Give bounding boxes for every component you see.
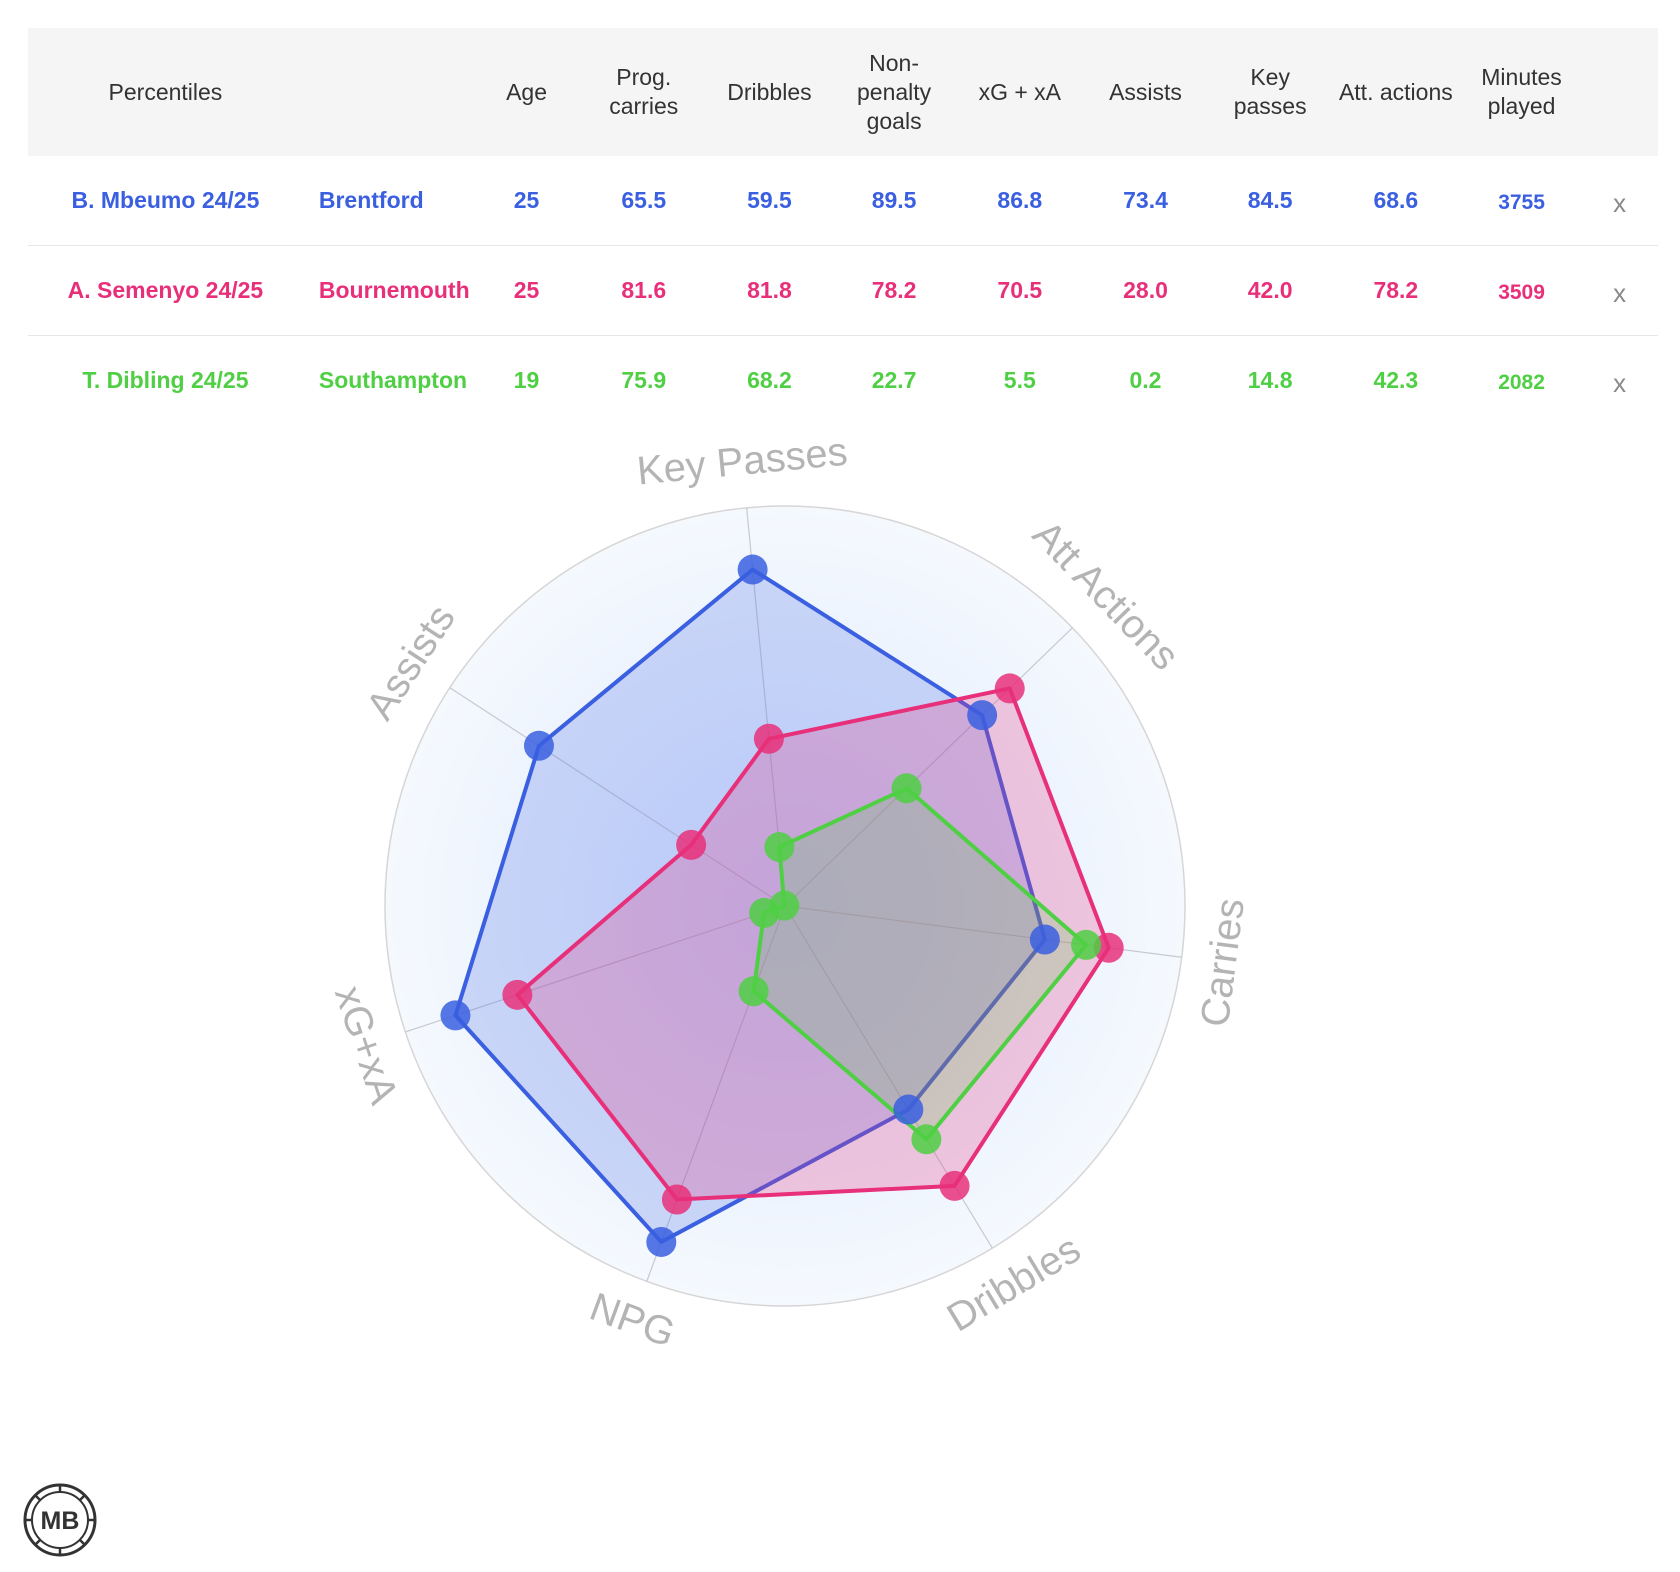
table-row: T. Dibling 24/25 Southampton 19 75.9 68.… (28, 336, 1658, 426)
radar-point[interactable] (994, 673, 1025, 704)
radar-point[interactable] (911, 1124, 942, 1155)
player-age: 25 (513, 187, 540, 213)
radar-point[interactable] (523, 730, 554, 761)
radar-point[interactable] (893, 1094, 924, 1125)
header-key-passes[interactable]: Key passes (1233, 64, 1307, 119)
att-actions-value: 68.6 (1373, 187, 1419, 213)
header-percentiles: Percentiles (108, 78, 223, 105)
dribbles-value: 68.2 (747, 367, 792, 393)
header-dribbles[interactable]: Dribbles (727, 78, 812, 105)
key-passes-value: 42.0 (1247, 277, 1293, 303)
radar-axis-label: xG+xA (326, 981, 406, 1110)
radar-spoke (449, 687, 786, 907)
radar-series-polygon (515, 686, 1111, 1202)
npg-value: 89.5 (871, 187, 917, 213)
radar-series (440, 554, 1124, 1257)
assists-value: 73.4 (1123, 187, 1168, 213)
dribbles-value: 81.8 (747, 277, 792, 303)
radar-point[interactable] (967, 700, 998, 731)
radar-spoke (646, 905, 786, 1282)
minutes-value: 3509 (1498, 280, 1545, 304)
att-actions-value: 42.3 (1373, 367, 1419, 393)
radar-series-polygon (453, 567, 1047, 1244)
player-club: Southampton (318, 367, 468, 393)
xgxa-value: 86.8 (997, 187, 1043, 213)
radar-point[interactable] (1093, 932, 1124, 963)
radar-point[interactable] (764, 832, 795, 863)
remove-player-button[interactable]: x (1613, 188, 1627, 218)
radar-spoke (784, 627, 1073, 907)
att-actions-value: 78.2 (1373, 277, 1419, 303)
comparison-table: Percentiles Age Prog. carries Dribbles N… (28, 28, 1658, 425)
minutes-value: 2082 (1498, 370, 1545, 394)
prog-carries-value: 75.9 (621, 367, 667, 393)
radar-axis-label: NPG (584, 1285, 681, 1356)
radar-point[interactable] (1029, 924, 1060, 955)
assists-value: 0.2 (1129, 367, 1162, 393)
radar-axis-label: Key Passes (635, 430, 849, 494)
mb-logo: MB (23, 1483, 97, 1557)
minutes-value: 3755 (1498, 190, 1545, 214)
remove-player-button[interactable]: x (1613, 278, 1627, 308)
remove-player-button[interactable]: x (1613, 368, 1627, 398)
player-age: 19 (513, 367, 540, 393)
radar-point[interactable] (738, 976, 769, 1007)
radar-point[interactable] (676, 829, 707, 860)
header-remove (1581, 28, 1658, 156)
key-passes-value: 84.5 (1247, 187, 1293, 213)
radar-point[interactable] (737, 554, 768, 585)
radar-point[interactable] (1071, 929, 1102, 960)
table-row: B. Mbeumo 24/25 Brentford 25 65.5 59.5 8… (28, 156, 1658, 246)
radar-point[interactable] (646, 1226, 677, 1257)
header-prog-carries[interactable]: Prog. carries (609, 64, 679, 119)
assists-value: 28.0 (1123, 277, 1168, 303)
xgxa-value: 70.5 (997, 277, 1043, 303)
radar-point[interactable] (753, 723, 784, 754)
header-minutes[interactable]: Minutes played (1481, 64, 1562, 119)
player-name[interactable]: T. Dibling 24/25 (82, 367, 249, 393)
radar-point[interactable] (661, 1184, 692, 1215)
player-age: 25 (513, 277, 540, 303)
key-passes-value: 14.8 (1247, 367, 1293, 393)
prog-carries-value: 81.6 (621, 277, 667, 303)
radar-point[interactable] (769, 890, 800, 921)
header-club (303, 28, 476, 156)
header-att-actions[interactable]: Att. actions (1338, 78, 1453, 105)
xgxa-value: 5.5 (1003, 367, 1036, 393)
player-club: Bournemouth (318, 277, 470, 303)
header-age[interactable]: Age (506, 78, 548, 105)
header-assists[interactable]: Assists (1109, 78, 1182, 105)
radar-point[interactable] (440, 1000, 471, 1031)
table-row: A. Semenyo 24/25 Bournemouth 25 81.6 81.… (28, 246, 1658, 336)
player-name[interactable]: A. Semenyo 24/25 (67, 277, 264, 303)
npg-value: 22.7 (871, 367, 917, 393)
header-npg[interactable]: Non-penalty goals (857, 49, 932, 134)
player-name[interactable]: B. Mbeumo 24/25 (71, 187, 260, 213)
dribbles-value: 59.5 (747, 187, 792, 213)
radar-point[interactable] (891, 773, 922, 804)
radar-axis-label: Carries (1193, 896, 1253, 1029)
npg-value: 78.2 (871, 277, 917, 303)
table-header-row: Percentiles Age Prog. carries Dribbles N… (28, 28, 1658, 156)
prog-carries-value: 65.5 (621, 187, 667, 213)
logo-text: MB (41, 1507, 80, 1535)
radar-point[interactable] (939, 1170, 970, 1201)
radar-point[interactable] (502, 979, 533, 1010)
comparison-table-container: Percentiles Age Prog. carries Dribbles N… (28, 28, 1658, 425)
player-club: Brentford (318, 187, 424, 213)
header-xgxa[interactable]: xG + xA (978, 78, 1062, 105)
